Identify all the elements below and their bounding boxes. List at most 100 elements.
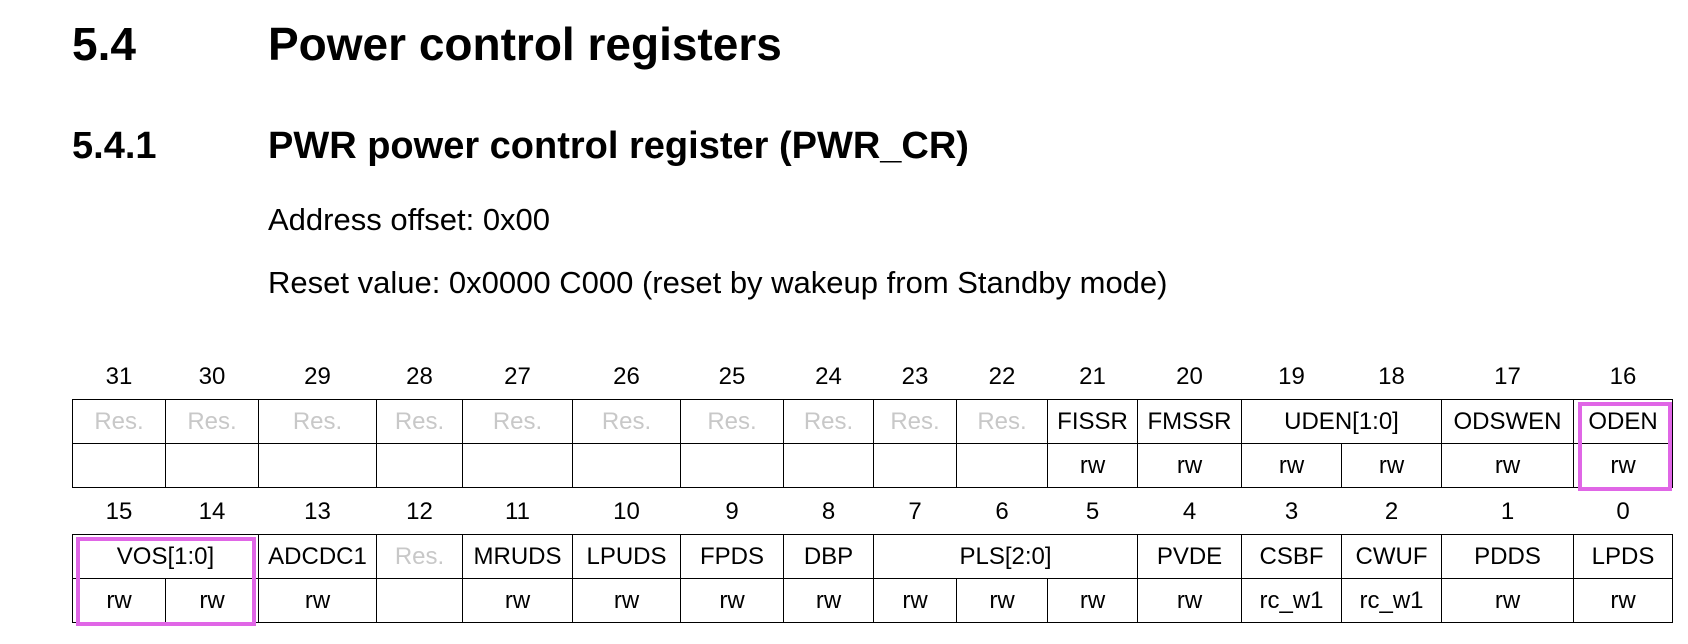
- access-cell: [376, 443, 463, 488]
- access-cell: [462, 443, 573, 488]
- access-cell: [680, 443, 784, 488]
- bit-number: 9: [725, 498, 739, 525]
- access-cell: [165, 443, 259, 488]
- reserved-field: Res.: [572, 399, 681, 444]
- reserved-field: Res.: [873, 399, 957, 444]
- bit-number: 23: [901, 363, 929, 390]
- subsection-title: PWR power control register (PWR_CR): [268, 125, 969, 167]
- bit-number-row: 31 30 29 28 27 26 25 24 23 22 21 20 19 1…: [73, 355, 1673, 400]
- access-cell: rw: [1573, 443, 1673, 488]
- access-cell: rw: [1137, 578, 1242, 623]
- bit-number-row: 15 14 13 12 11 10 9 8 7 6 5 4 3 2 1 0: [73, 490, 1673, 535]
- access-cell: [873, 443, 957, 488]
- field-csbf: CSBF: [1241, 534, 1342, 579]
- bit-number: 25: [718, 363, 746, 390]
- field-row: VOS[1:0] ADCDC1 Res. MRUDS LPUDS FPDS DB…: [72, 534, 1673, 579]
- bit-number: 10: [613, 498, 640, 525]
- access-cell: rw: [1047, 443, 1138, 488]
- field-lpds: LPDS: [1573, 534, 1673, 579]
- field-fmssr: FMSSR: [1137, 399, 1242, 444]
- bit-number: 12: [406, 498, 433, 525]
- access-cell: rw: [165, 578, 259, 623]
- field-pls: PLS[2:0]: [873, 534, 1138, 579]
- access-cell: rw: [783, 578, 874, 623]
- field-fpds: FPDS: [680, 534, 784, 579]
- reserved-field: Res.: [783, 399, 874, 444]
- bit-number: 2: [1384, 498, 1399, 525]
- field-pdds: PDDS: [1441, 534, 1574, 579]
- access-cell: rw: [572, 578, 681, 623]
- bit-number: 17: [1494, 363, 1521, 390]
- reserved-field: Res.: [680, 399, 784, 444]
- access-cell: rc_w1: [1341, 578, 1442, 623]
- bit-number: 21: [1079, 363, 1106, 390]
- bit-number: 5: [1085, 498, 1100, 525]
- access-cell: [258, 443, 377, 488]
- access-cell: [956, 443, 1048, 488]
- bit-number: 29: [304, 363, 331, 390]
- access-row: rw rw rw rw rw rw rw rw rw rw rw rc_w1 r…: [72, 578, 1673, 623]
- bit-number: 1: [1500, 498, 1515, 525]
- access-cell: [783, 443, 874, 488]
- field-oden: ODEN: [1573, 399, 1673, 444]
- bit-number: 31: [105, 363, 133, 390]
- bit-number: 27: [504, 363, 531, 390]
- subsection-number: 5.4.1: [72, 125, 157, 167]
- access-cell: rw: [1047, 578, 1138, 623]
- bit-number: 14: [198, 498, 226, 525]
- field-uden: UDEN[1:0]: [1241, 399, 1442, 444]
- field-cwuf: CWUF: [1341, 534, 1442, 579]
- bit-number: 20: [1176, 363, 1203, 390]
- access-cell: rw: [1441, 443, 1574, 488]
- reset-value: Reset value: 0x0000 C000 (reset by wakeu…: [268, 265, 1168, 300]
- access-cell: [572, 443, 681, 488]
- bit-number: 8: [821, 498, 836, 525]
- access-cell: rw: [462, 578, 573, 623]
- access-cell: rw: [873, 578, 957, 623]
- field-vos: VOS[1:0]: [72, 534, 259, 579]
- reserved-field: Res.: [376, 399, 463, 444]
- reserved-field: Res.: [72, 399, 166, 444]
- access-cell: [72, 443, 166, 488]
- access-row: rw rw rw rw rw rw: [72, 443, 1673, 488]
- bit-number: 30: [198, 363, 226, 390]
- bit-number: 18: [1378, 363, 1405, 390]
- bit-number: 24: [815, 363, 842, 390]
- section-title: Power control registers: [268, 18, 782, 70]
- reserved-field: Res.: [462, 399, 573, 444]
- bit-number: 22: [988, 363, 1016, 390]
- access-cell: rw: [1137, 443, 1242, 488]
- register-high-table: 31 30 29 28 27 26 25 24 23 22 21 20 19 1…: [72, 355, 1673, 488]
- access-cell: rw: [1573, 578, 1673, 623]
- access-cell: rw: [72, 578, 166, 623]
- access-cell: rw: [1241, 443, 1342, 488]
- access-cell: rw: [1341, 443, 1442, 488]
- field-lpuds: LPUDS: [572, 534, 681, 579]
- reserved-field: Res.: [165, 399, 259, 444]
- field-row: Res. Res. Res. Res. Res. Res. Res. Res. …: [72, 399, 1673, 444]
- bit-number: 0: [1616, 498, 1630, 525]
- access-cell: rw: [956, 578, 1048, 623]
- bit-number: 16: [1609, 363, 1637, 390]
- bit-number: 4: [1182, 498, 1197, 525]
- bit-number: 13: [304, 498, 331, 525]
- bit-number: 6: [995, 498, 1009, 525]
- bit-number: 3: [1284, 498, 1299, 525]
- field-dbp: DBP: [783, 534, 874, 579]
- section-number: 5.4: [72, 18, 136, 70]
- bit-number: 26: [613, 363, 640, 390]
- bit-number: 19: [1278, 363, 1305, 390]
- field-fissr: FISSR: [1047, 399, 1138, 444]
- bit-number: 28: [406, 363, 433, 390]
- field-mruds: MRUDS: [462, 534, 573, 579]
- reserved-field: Res.: [376, 534, 463, 579]
- reserved-field: Res.: [258, 399, 377, 444]
- access-cell: rw: [258, 578, 377, 623]
- bit-number: 11: [505, 498, 530, 525]
- access-cell: rw: [1441, 578, 1574, 623]
- field-odswen: ODSWEN: [1441, 399, 1574, 444]
- bit-number: 15: [105, 498, 133, 525]
- field-adcdc1: ADCDC1: [258, 534, 377, 579]
- access-cell: rc_w1: [1241, 578, 1342, 623]
- address-offset: Address offset: 0x00: [268, 202, 551, 237]
